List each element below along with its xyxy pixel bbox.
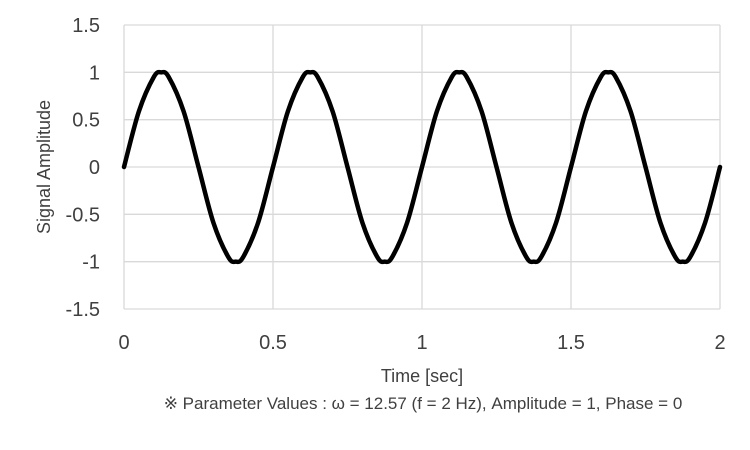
chart-tick-labels: 1.5 1 0.5 0 -0.5 -1 -1.5 0 0.5 1 1.5 2	[66, 15, 726, 354]
y-tick-label: 1	[89, 62, 100, 84]
x-tick-label: 0.5	[259, 332, 287, 354]
x-tick-label: 1.5	[557, 332, 585, 354]
y-tick-label: 0	[89, 157, 100, 179]
y-tick-label: 0.5	[72, 110, 100, 132]
chart-gridlines	[123, 24, 721, 310]
parameter-note: ※ Parameter Values : ω = 12.57 (f = 2 Hz…	[163, 394, 683, 413]
chart-series	[121, 69, 723, 265]
y-tick-label: -1	[82, 252, 100, 274]
x-tick-label: 2	[714, 332, 725, 354]
x-tick-label: 1	[416, 332, 427, 354]
x-axis-title: Time [sec]	[381, 366, 463, 386]
y-tick-label: -0.5	[66, 204, 100, 226]
y-axis-title: Signal Amplitude	[34, 100, 54, 234]
signal-line	[121, 69, 723, 265]
y-tick-label: -1.5	[66, 299, 100, 321]
x-tick-label: 0	[118, 332, 129, 354]
y-tick-label: 1.5	[72, 15, 100, 37]
